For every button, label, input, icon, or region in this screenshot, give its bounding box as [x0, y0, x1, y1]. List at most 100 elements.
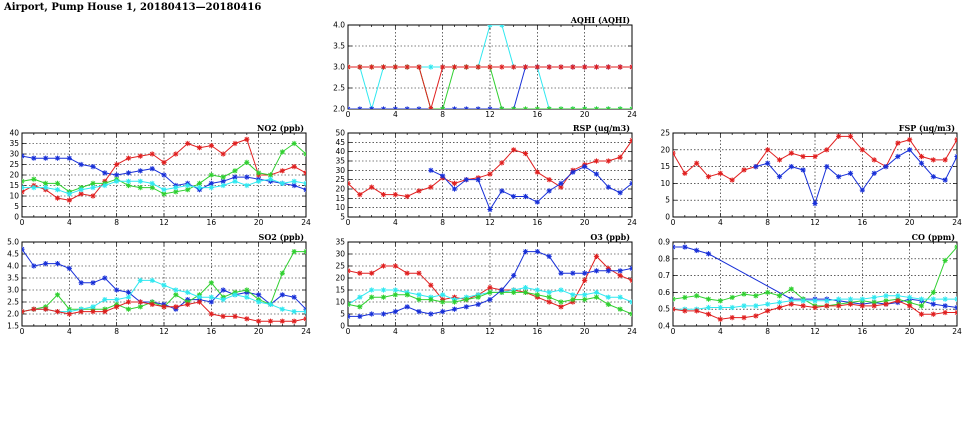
data-point — [66, 311, 72, 317]
data-point — [185, 187, 191, 193]
data-point — [546, 253, 552, 259]
data-point — [558, 106, 564, 109]
chart-title: AQHI (AQHI) — [570, 15, 631, 25]
data-point — [883, 301, 889, 307]
x-tick-label: 4 — [718, 327, 723, 336]
data-point — [173, 189, 179, 195]
y-tick-label: 15 — [335, 194, 345, 203]
y-tick-label: 0 — [14, 213, 19, 222]
data-point — [369, 294, 375, 300]
data-point — [617, 106, 623, 109]
data-point — [392, 263, 398, 269]
data-point — [741, 167, 747, 173]
data-point — [741, 315, 747, 321]
data-point — [617, 306, 623, 312]
data-point — [942, 309, 948, 316]
chart-title: NO2 (ppb) — [257, 123, 304, 133]
data-point — [800, 153, 806, 160]
y-tick-label: 0 — [340, 322, 345, 331]
data-point — [534, 169, 540, 175]
data-point — [451, 306, 458, 312]
data-point — [125, 155, 132, 161]
data-point — [605, 268, 611, 274]
data-point — [392, 287, 398, 293]
data-point — [593, 106, 600, 109]
y-tick-label: 30 — [335, 250, 345, 259]
data-point — [812, 200, 818, 207]
data-point — [369, 311, 375, 317]
data-point — [522, 193, 529, 200]
data-point — [705, 311, 712, 317]
data-point — [499, 106, 505, 109]
data-point — [617, 64, 623, 70]
data-point — [942, 303, 948, 309]
data-point — [930, 311, 936, 317]
data-point — [291, 309, 297, 315]
data-point — [114, 287, 120, 293]
data-point — [694, 247, 700, 253]
data-point — [173, 292, 179, 298]
data-point — [605, 106, 611, 109]
data-point — [499, 188, 505, 194]
data-point — [605, 301, 611, 307]
y-tick-label: 50 — [335, 129, 345, 138]
data-point — [776, 157, 783, 163]
y-tick-label: 0.6 — [658, 288, 670, 297]
y-tick-label: 2.5 — [333, 84, 345, 93]
data-point — [463, 64, 469, 70]
data-point — [629, 64, 632, 70]
data-point — [522, 249, 529, 255]
data-point — [954, 309, 957, 316]
data-point — [220, 178, 226, 184]
x-tick-label: 8 — [114, 327, 119, 336]
data-point — [392, 292, 398, 298]
data-point — [907, 137, 913, 143]
data-point — [475, 301, 481, 307]
data-point — [267, 172, 274, 178]
data-point — [942, 157, 948, 163]
data-point — [930, 296, 936, 302]
data-point — [54, 292, 61, 298]
data-point — [907, 303, 913, 309]
data-point — [90, 280, 96, 286]
data-point — [836, 296, 842, 302]
data-point — [847, 133, 854, 139]
data-point — [629, 137, 632, 144]
data-point — [824, 164, 830, 170]
x-tick-label: 8 — [440, 218, 445, 227]
data-point — [582, 277, 588, 283]
data-point — [78, 280, 84, 286]
data-point — [66, 155, 72, 161]
y-tick-label: 4.0 — [333, 21, 345, 30]
data-point — [534, 64, 540, 70]
data-point — [22, 309, 25, 315]
data-point — [765, 301, 771, 307]
data-point — [149, 301, 155, 307]
y-tick-label: 15 — [9, 181, 19, 190]
data-point — [232, 168, 238, 174]
x-tick-label: 12 — [810, 218, 820, 227]
y-tick-label: 5 — [340, 310, 345, 319]
data-point — [617, 190, 623, 196]
data-point — [440, 309, 446, 315]
data-point — [824, 147, 830, 153]
data-point — [582, 297, 588, 303]
data-point — [753, 303, 759, 309]
data-point — [428, 106, 434, 109]
data-point — [487, 285, 493, 291]
data-point — [954, 244, 957, 250]
data-point — [78, 187, 84, 193]
data-point — [102, 309, 108, 315]
data-point — [511, 289, 517, 295]
data-point — [78, 309, 84, 315]
data-point — [196, 145, 203, 151]
y-tick-label: 20 — [9, 171, 19, 180]
data-point — [522, 285, 529, 291]
x-tick-label: 20 — [905, 218, 915, 227]
data-point — [546, 177, 552, 183]
data-point — [570, 292, 576, 298]
data-point — [428, 184, 434, 190]
data-point — [125, 182, 132, 189]
x-tick-label: 16 — [207, 218, 217, 227]
data-point — [629, 265, 632, 271]
